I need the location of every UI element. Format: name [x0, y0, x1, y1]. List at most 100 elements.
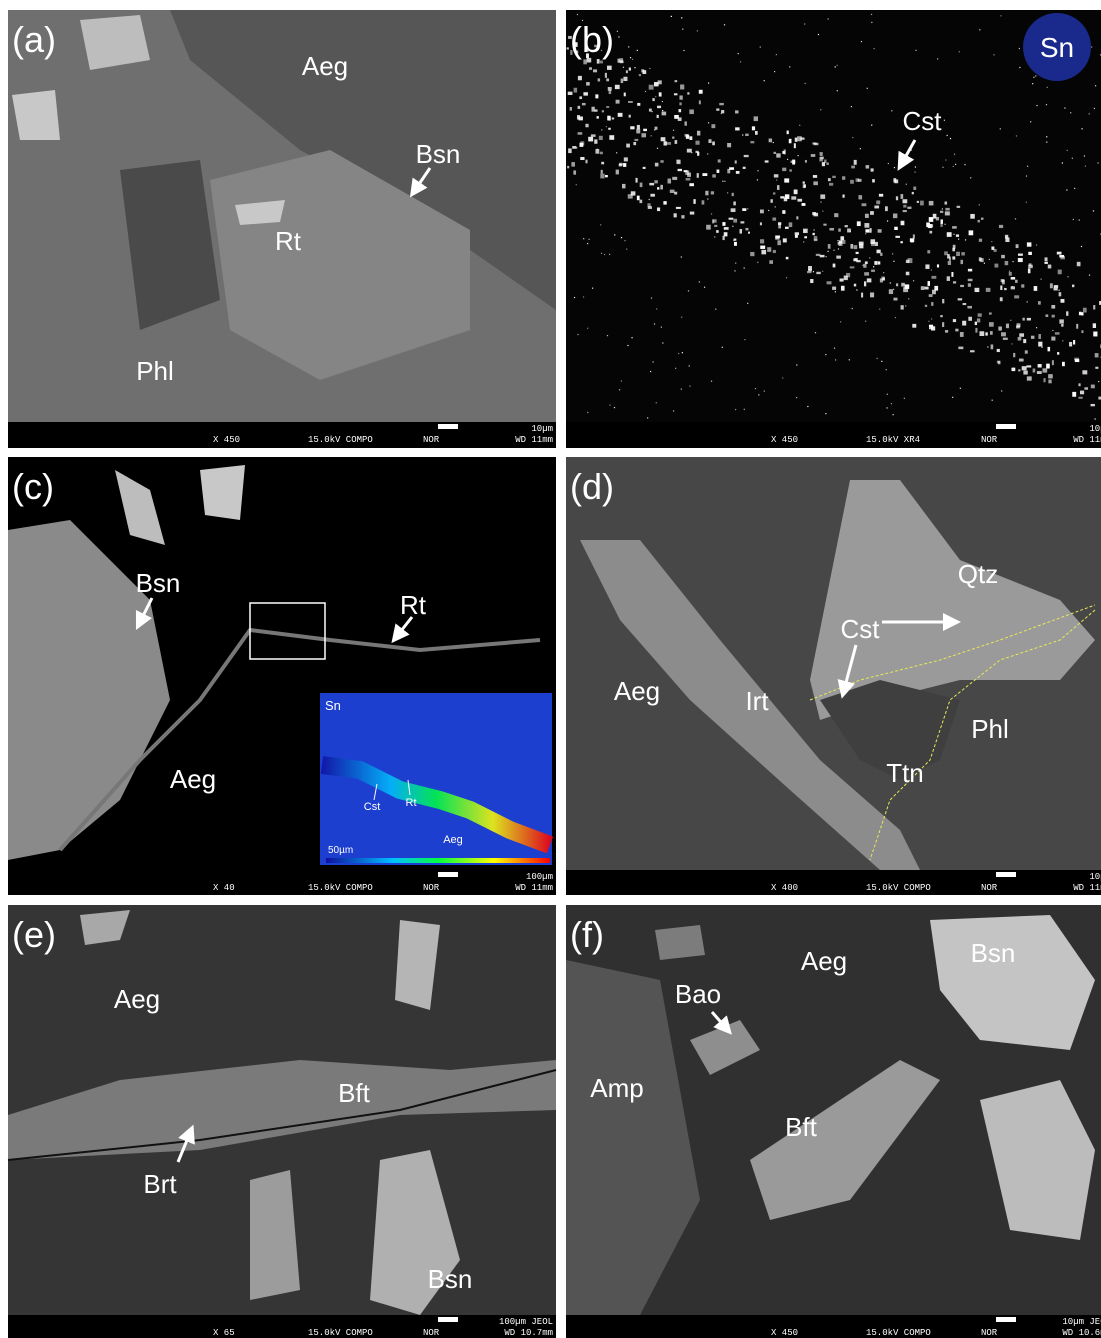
speck: [905, 305, 906, 306]
speck: [1009, 272, 1012, 276]
speck: [1027, 166, 1028, 167]
speck: [608, 128, 610, 130]
speck: [1052, 315, 1055, 318]
speck: [681, 389, 682, 390]
speck: [975, 328, 977, 333]
speck: [1067, 276, 1068, 277]
scale-bar: [438, 424, 458, 429]
speck: [678, 353, 679, 354]
speck: [1070, 112, 1071, 113]
speck: [823, 224, 826, 226]
speck: [1089, 275, 1090, 276]
speck: [735, 160, 737, 163]
speck: [1093, 210, 1094, 211]
speck: [1000, 15, 1001, 16]
speck: [979, 331, 984, 336]
speck: [857, 221, 861, 226]
speck: [979, 204, 980, 205]
speck: [949, 257, 951, 261]
speck: [892, 253, 893, 254]
speck: [893, 289, 894, 290]
speck: [687, 173, 691, 177]
speck: [824, 160, 826, 163]
speck: [1051, 305, 1055, 309]
speck: [955, 329, 958, 332]
speck: [747, 208, 748, 209]
speck: [1093, 323, 1096, 328]
speck: [656, 308, 657, 309]
speck: [1011, 343, 1012, 344]
speck: [598, 78, 600, 81]
speck: [871, 168, 874, 171]
speck: [621, 79, 624, 84]
speck: [577, 14, 578, 15]
speck: [690, 212, 694, 215]
speck: [1022, 318, 1024, 321]
speck: [1084, 387, 1088, 389]
label: 50µm: [328, 845, 353, 856]
speck: [1095, 353, 1099, 357]
speck: [587, 412, 588, 413]
speck: [616, 100, 620, 104]
speck: [927, 250, 930, 253]
speck: [712, 141, 715, 145]
speck: [865, 233, 866, 234]
speck: [609, 90, 612, 94]
speck: [633, 142, 636, 145]
speck: [871, 14, 872, 15]
speck: [944, 120, 945, 121]
speck: [952, 248, 955, 252]
speck: [826, 162, 828, 164]
speck: [1028, 265, 1033, 268]
speck: [1019, 48, 1020, 49]
speck: [675, 368, 676, 369]
speck: [891, 403, 892, 404]
speck: [783, 238, 787, 242]
speck: [880, 253, 882, 256]
speck: [896, 283, 898, 286]
speck: [1046, 104, 1047, 105]
speck: [594, 139, 597, 143]
label: Rt: [400, 590, 427, 620]
panel-e: [8, 905, 556, 1338]
speck: [679, 95, 682, 99]
speck: [1012, 261, 1013, 262]
speck: [654, 180, 657, 183]
speck: [599, 136, 603, 140]
speck: [820, 202, 821, 203]
speck: [994, 249, 997, 252]
speck: [856, 289, 857, 290]
speck: [987, 346, 988, 347]
speck: [1079, 312, 1082, 316]
speck: [773, 152, 776, 154]
speck: [592, 288, 593, 289]
speck: [958, 239, 959, 240]
speck: [668, 179, 672, 184]
speck: [583, 296, 584, 297]
speck: [727, 143, 731, 147]
label: Amp: [590, 1073, 643, 1103]
speck: [885, 206, 888, 211]
speck: [673, 410, 674, 411]
speck: [1072, 158, 1073, 159]
speck: [870, 228, 872, 233]
speck: [1019, 333, 1024, 336]
speck: [954, 154, 955, 155]
speck: [903, 287, 908, 292]
speck: [1016, 135, 1017, 136]
label: NOR: [423, 1328, 440, 1338]
speck: [1080, 391, 1084, 395]
speck: [869, 257, 870, 258]
speck: [1017, 323, 1021, 327]
label: Ttn: [886, 758, 924, 788]
speck: [653, 361, 654, 362]
speck: [649, 109, 652, 112]
speck: [691, 152, 692, 153]
speck: [623, 77, 627, 81]
speck: [687, 92, 689, 94]
speck: [929, 294, 933, 297]
panel-b: [566, 10, 1101, 448]
speck: [1011, 277, 1015, 280]
speck: [574, 88, 577, 93]
speck: [760, 246, 765, 249]
